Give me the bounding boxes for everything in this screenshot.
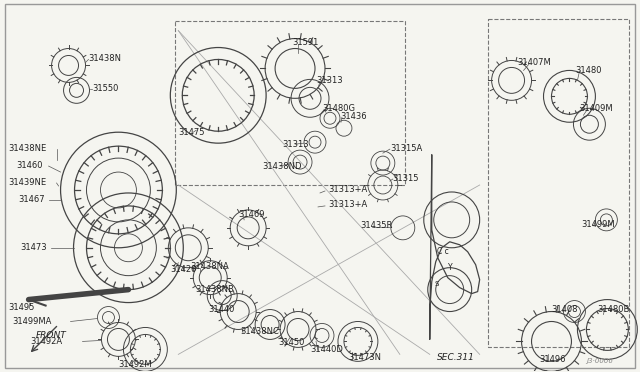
Text: 31467: 31467 [19,195,45,205]
Text: 31438ND: 31438ND [262,161,301,171]
Text: 31438NC: 31438NC [240,327,279,336]
Text: 31408: 31408 [552,305,578,314]
Text: 31492A: 31492A [31,337,63,346]
Text: 31591: 31591 [292,38,319,47]
Text: 31450: 31450 [278,338,305,347]
Text: FRONT: FRONT [36,331,67,340]
Text: J3·0006: J3·0006 [586,358,613,364]
Text: 31460: 31460 [17,161,43,170]
Text: 31499M: 31499M [581,220,615,230]
Text: 31438NE: 31438NE [9,144,47,153]
Text: 31473N: 31473N [348,353,381,362]
Text: 31469: 31469 [238,211,265,219]
Text: 31436: 31436 [340,112,367,121]
Text: 31550: 31550 [93,84,119,93]
Text: 31438NA: 31438NA [190,262,229,271]
Text: 31473: 31473 [20,243,47,252]
Text: 31439NE: 31439NE [9,177,47,186]
Text: 31313+A: 31313+A [328,201,367,209]
Text: 31495: 31495 [9,303,35,312]
Text: 31313+A: 31313+A [328,186,367,195]
Text: 31480: 31480 [575,66,602,75]
Text: 31480B: 31480B [597,305,630,314]
Text: 31315: 31315 [392,173,419,183]
Text: 31499MA: 31499MA [13,317,52,326]
Text: 31409M: 31409M [579,104,613,113]
Text: 31420: 31420 [170,265,196,274]
Text: 31492M: 31492M [118,360,152,369]
Text: S: S [435,280,439,287]
Text: 31313: 31313 [316,76,342,85]
Text: Y: Y [448,263,452,272]
Text: 31440D: 31440D [310,345,343,354]
Text: 31475: 31475 [179,128,205,137]
Text: 31435R: 31435R [360,221,392,230]
Text: SEC.311: SEC.311 [436,353,475,362]
Text: 31438NB: 31438NB [195,285,234,294]
Text: C c: C c [436,247,449,256]
Text: 31438N: 31438N [88,54,122,63]
Text: 31313: 31313 [282,140,308,149]
Text: 31496: 31496 [540,355,566,364]
Text: 31440: 31440 [208,305,235,314]
Text: 31407M: 31407M [518,58,551,67]
Text: 31480G: 31480G [322,104,355,113]
Text: 31315A: 31315A [390,144,422,153]
